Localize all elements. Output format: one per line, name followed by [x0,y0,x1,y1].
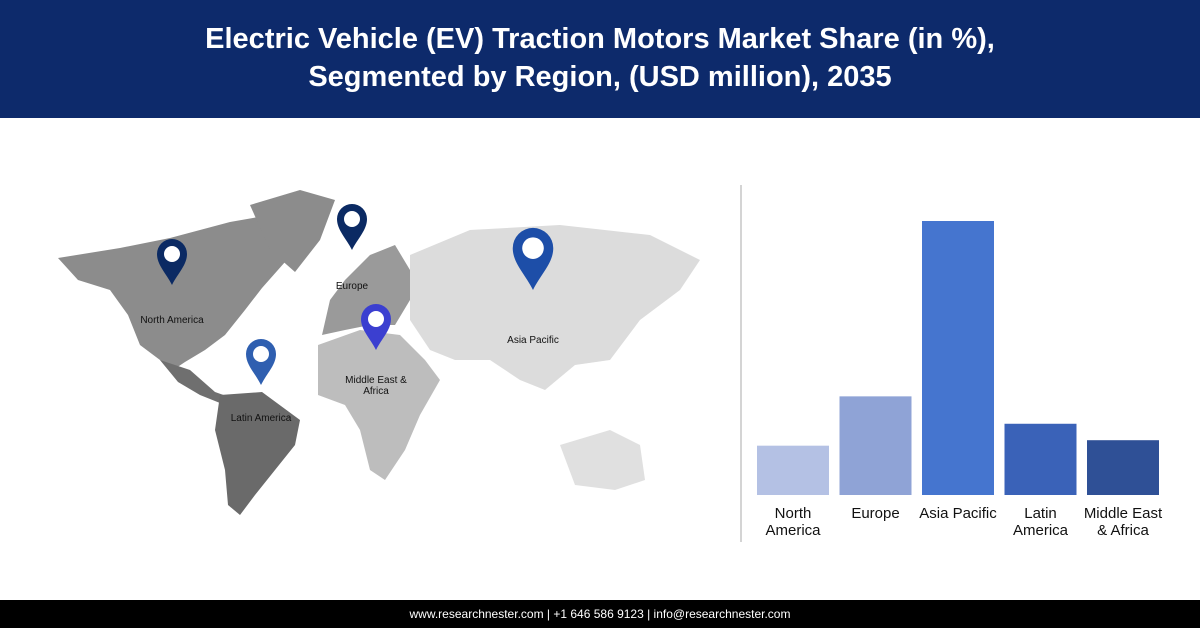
title-line: Electric Vehicle (EV) Traction Motors Ma… [205,23,995,55]
x-tick-label: Latin America [1012,505,1068,539]
pin-hole [344,211,360,227]
pin-hole [368,311,384,327]
map-pin [512,227,554,290]
x-tick-label: Europe [851,505,900,522]
asia [410,225,700,390]
pin-label: Latin America [230,413,292,424]
africa [318,330,440,480]
pin-label: North America [140,315,204,326]
pin-hole [164,246,180,262]
pin-label: Europe [335,281,369,292]
map-pin [157,239,187,285]
header: Electric Vehicle (EV) Traction Motors Ma… [0,0,1200,118]
pin-label: Asia Pacific [507,335,559,346]
map-pin [361,304,391,350]
footer: www.researchnester.com | +1 646 586 9123… [0,600,1200,628]
pin-hole [253,346,269,362]
canvas [58,185,1159,542]
pin-label: Middle East & Africa [345,375,407,397]
title-line: Segmented by Region, (USD million), 2035 [308,61,892,93]
bar [839,396,912,495]
x-tick-label: Middle East & Africa [1083,505,1163,539]
australia [560,430,645,490]
north-america [58,215,305,372]
bar [922,221,994,495]
x-tick-label: North America [765,505,821,539]
world-map [58,190,700,515]
bar [1087,440,1159,495]
map-pin [246,339,276,385]
pin-shape [512,227,554,290]
x-tick-label: Asia Pacific [919,505,997,522]
south-america [215,392,300,515]
pin-hole [522,237,544,259]
greenland [250,190,335,272]
bar [1004,423,1077,495]
central-america [160,360,232,405]
bar [757,445,829,495]
map-pin [337,204,367,250]
